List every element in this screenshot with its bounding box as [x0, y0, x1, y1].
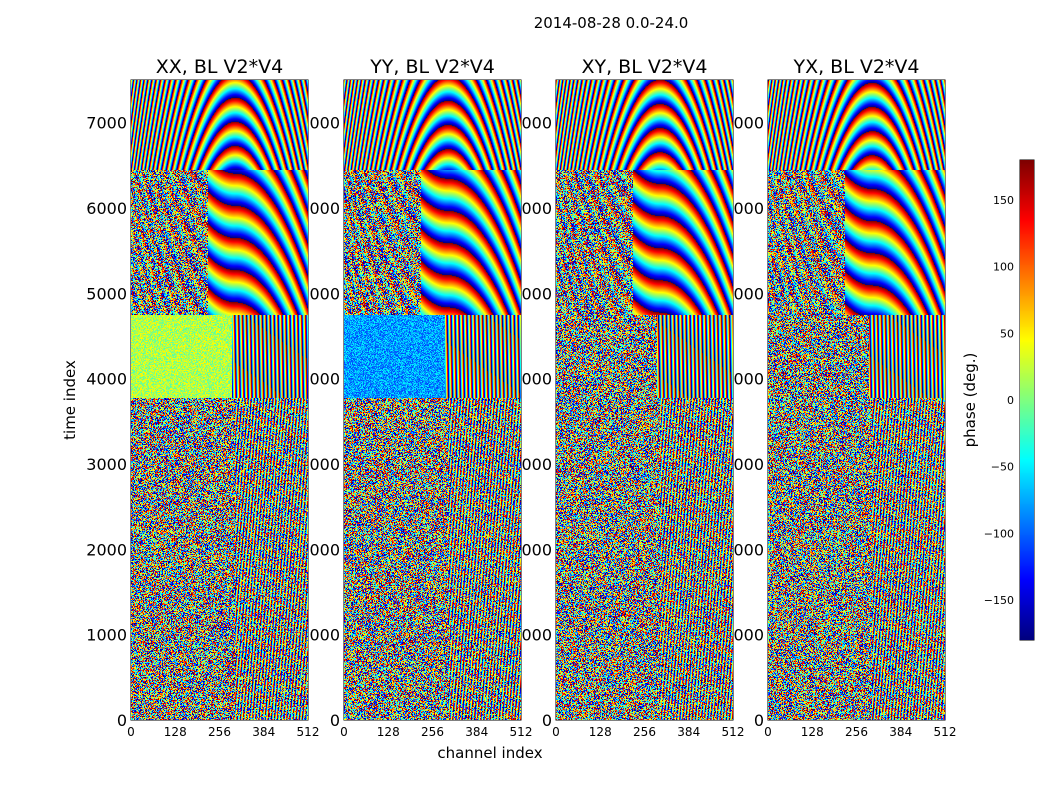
heatmap-panel-2 — [344, 80, 521, 720]
x-tick-label: 384 — [252, 725, 275, 739]
x-tick-label: 128 — [164, 725, 187, 739]
y-tick-label: 6000 — [511, 199, 552, 218]
y-tick-label: 3000 — [299, 455, 340, 474]
y-tick-label: 6000 — [86, 199, 127, 218]
x-tick-label: 256 — [421, 725, 444, 739]
x-tick-label: 256 — [633, 725, 656, 739]
colorbar-tick-label: −100 — [984, 527, 1014, 540]
y-tick-label: 1000 — [511, 626, 552, 645]
colorbar-tick-label: 0 — [1007, 394, 1014, 407]
colorbar-tick-label: −50 — [991, 461, 1014, 474]
y-tick-label: 7000 — [511, 114, 552, 133]
y-tick-label: 4000 — [511, 370, 552, 389]
y-tick-label: 5000 — [511, 284, 552, 303]
y-tick-label: 3000 — [511, 455, 552, 474]
colorbar-tick-label: 50 — [1000, 327, 1014, 340]
x-tick-label: 128 — [801, 725, 824, 739]
y-tick-label: 1000 — [299, 626, 340, 645]
y-tick-label: 4000 — [723, 370, 764, 389]
colorbar-tick-label: 150 — [993, 194, 1014, 207]
y-tick-label: 5000 — [723, 284, 764, 303]
y-tick-label: 3000 — [86, 455, 127, 474]
x-tick-label: 128 — [377, 725, 400, 739]
y-tick-label: 4000 — [299, 370, 340, 389]
y-tick-label: 7000 — [299, 114, 340, 133]
heatmap-panel-4 — [768, 80, 945, 720]
y-tick-label: 1000 — [86, 626, 127, 645]
y-tick-label: 2000 — [723, 540, 764, 559]
panel-title: YY, BL V2*V4 — [369, 56, 495, 78]
colorbar-tick-label: 100 — [993, 261, 1014, 274]
x-tick-label: 384 — [465, 725, 488, 739]
y-tick-label: 0 — [542, 711, 552, 730]
panel-title: XX, BL V2*V4 — [156, 56, 283, 78]
x-tick-label: 384 — [889, 725, 912, 739]
y-tick-label: 2000 — [86, 540, 127, 559]
figure-suptitle: 2014-08-28 0.0-24.0 — [534, 14, 689, 32]
y-tick-label: 5000 — [86, 284, 127, 303]
panel-title: YX, BL V2*V4 — [792, 56, 919, 78]
heatmap-panel-3 — [556, 80, 733, 720]
x-tick-label: 256 — [208, 725, 231, 739]
x-tick-label: 0 — [552, 725, 560, 739]
y-tick-label: 6000 — [723, 199, 764, 218]
y-tick-label: 5000 — [299, 284, 340, 303]
y-tick-label: 2000 — [511, 540, 552, 559]
x-tick-label: 512 — [722, 725, 745, 739]
y-tick-label: 0 — [754, 711, 764, 730]
x-tick-label: 512 — [297, 725, 320, 739]
x-tick-label: 512 — [934, 725, 957, 739]
x-tick-label: 128 — [589, 725, 612, 739]
x-axis-label: channel index — [437, 744, 542, 762]
y-tick-label: 2000 — [299, 540, 340, 559]
x-tick-label: 384 — [677, 725, 700, 739]
x-tick-label: 0 — [764, 725, 772, 739]
heatmap-panel-1 — [131, 80, 308, 720]
y-tick-label: 0 — [117, 711, 127, 730]
x-tick-label: 0 — [340, 725, 348, 739]
x-tick-label: 512 — [510, 725, 533, 739]
colorbar-gradient — [1020, 160, 1034, 640]
x-tick-label: 256 — [845, 725, 868, 739]
panel-title: XY, BL V2*V4 — [581, 56, 707, 78]
panels: XX, BL V2*V4 0 128 256 384 512 0 1000 2000 3000 40… — [86, 56, 956, 739]
y-tick-label: 0 — [330, 711, 340, 730]
colorbar-label: phase (deg.) — [961, 353, 979, 448]
y-tick-label: 6000 — [299, 199, 340, 218]
y-tick-label: 4000 — [86, 370, 127, 389]
y-tick-label: 7000 — [86, 114, 127, 133]
x-tick-label: 0 — [127, 725, 135, 739]
y-tick-label: 3000 — [723, 455, 764, 474]
y-axis-label: time index — [61, 360, 79, 440]
colorbar-tick-label: −150 — [984, 594, 1014, 607]
y-tick-label: 7000 — [723, 114, 764, 133]
y-tick-label: 1000 — [723, 626, 764, 645]
